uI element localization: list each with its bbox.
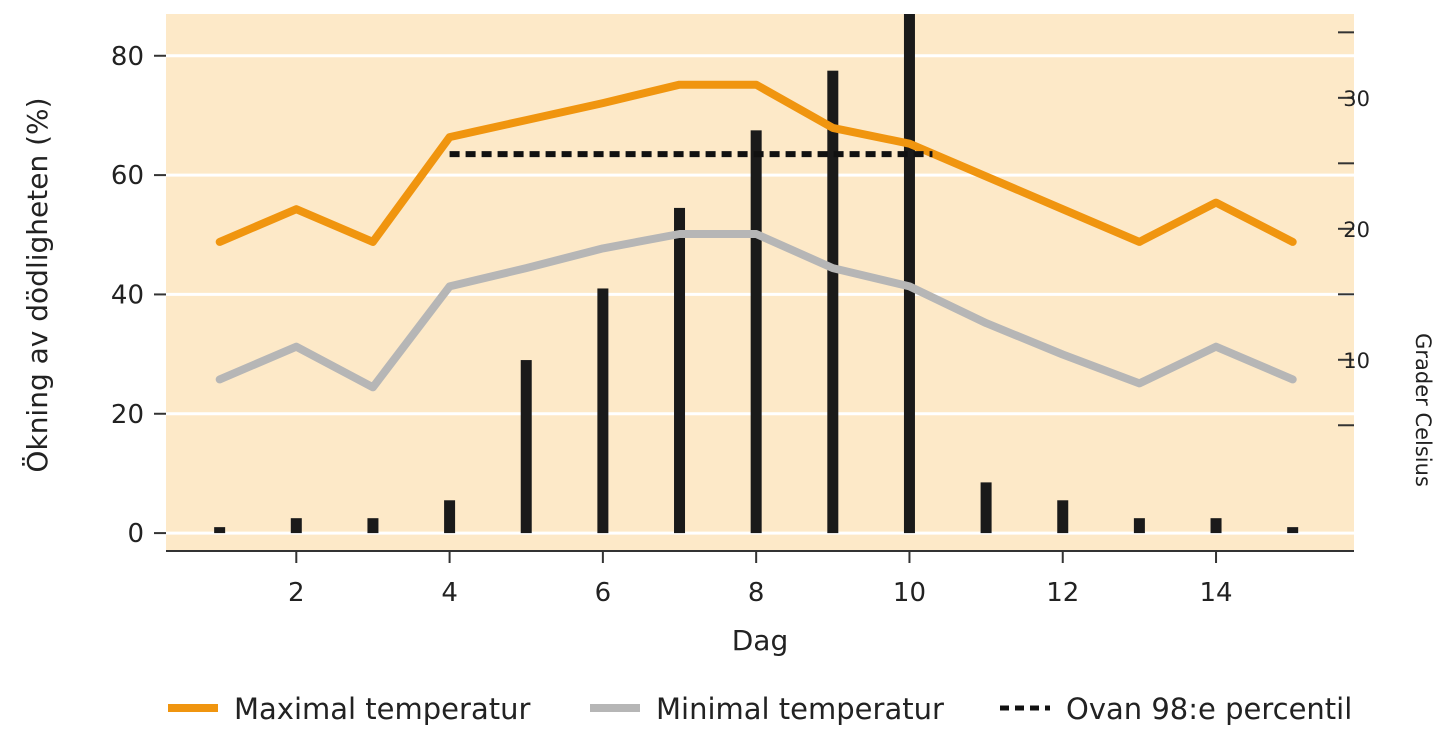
bar (597, 288, 609, 534)
bar (750, 130, 762, 534)
series-line-max (215, 80, 1297, 246)
secondary-axis-title: Grader Celsius (1411, 333, 1435, 487)
bar (827, 70, 839, 534)
bar-series (214, 14, 1299, 534)
bar (290, 518, 302, 534)
x-tick-label: 12 (1046, 578, 1079, 608)
bar (980, 482, 992, 534)
bar (1210, 518, 1222, 534)
bar (214, 527, 226, 534)
x-tick-label: 10 (893, 578, 926, 608)
bar (367, 518, 379, 534)
y-axis-title: Ökning av dödligheten (%) (20, 97, 54, 472)
right-tick-label: 10 (1343, 349, 1370, 373)
bar (1287, 527, 1299, 534)
x-tick-label: 4 (441, 578, 458, 608)
legend-label-max: Maximal temperatur (234, 692, 530, 726)
legend: Maximal temperatur Minimal temperatur Ov… (168, 692, 1352, 726)
x-tick-label: 8 (748, 578, 765, 608)
y-tick-label: 20 (111, 400, 144, 430)
x-tick-label: 14 (1199, 578, 1232, 608)
bar (1133, 518, 1145, 534)
bar (520, 360, 532, 534)
x-axis-ticks: 2 4 6 8 10 12 14 (288, 551, 1233, 608)
line-series (215, 80, 1297, 392)
bar (1057, 500, 1069, 534)
x-axis-title: Dag (732, 624, 789, 657)
series-line-min (215, 230, 1297, 392)
x-tick-label: 2 (288, 578, 305, 608)
right-axis: 10 20 30 (1338, 31, 1370, 427)
right-tick-label: 20 (1343, 218, 1370, 242)
x-tick-label: 6 (595, 578, 612, 608)
legend-label-percentile: Ovan 98:e percentil (1066, 692, 1352, 726)
bar (903, 14, 915, 534)
bar (674, 207, 686, 534)
legend-label-min: Minimal temperatur (656, 692, 944, 726)
y-tick-label: 40 (111, 280, 144, 310)
y-tick-label: 80 (111, 42, 144, 72)
y-tick-label: 60 (111, 161, 144, 191)
bar (444, 500, 456, 534)
y-axis-ticks: 0 20 40 60 80 (111, 42, 166, 549)
y-tick-label: 0 (127, 519, 144, 549)
right-tick-label: 30 (1343, 87, 1370, 111)
